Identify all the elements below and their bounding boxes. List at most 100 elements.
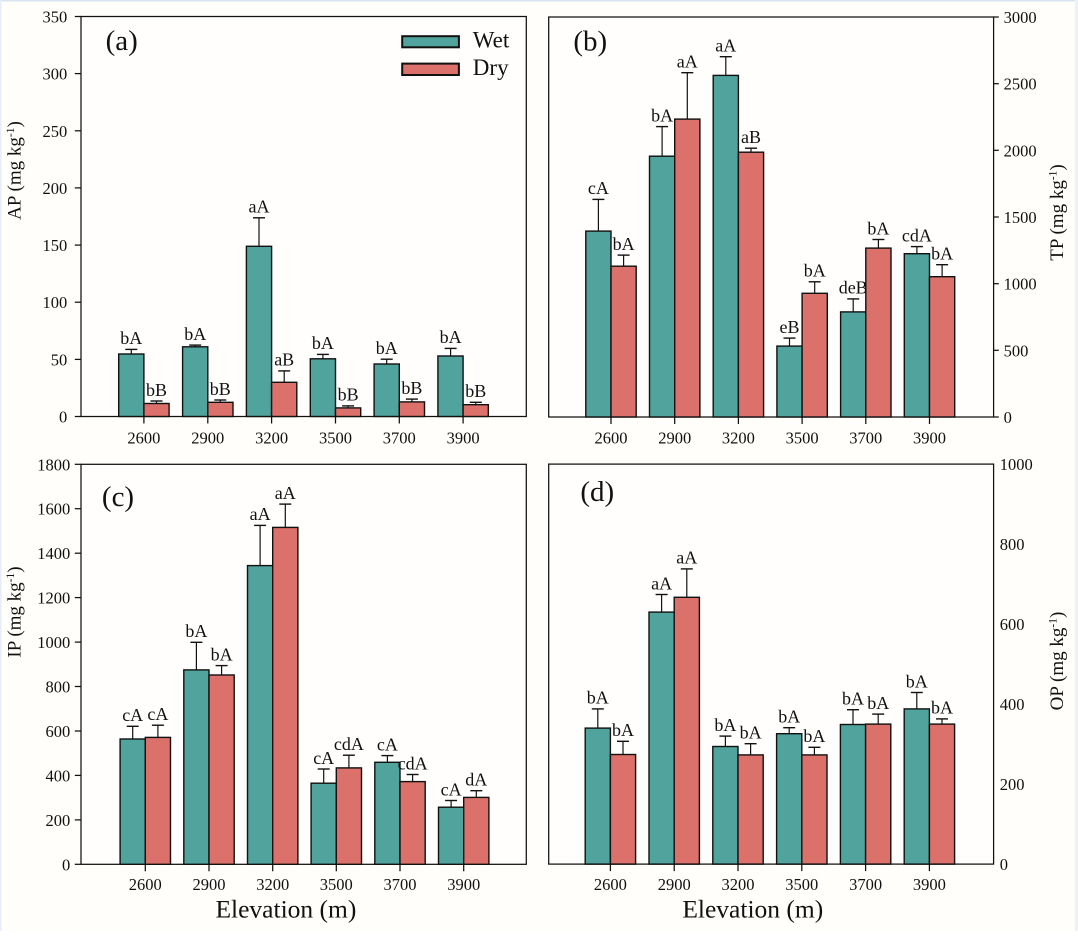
svg-text:1000: 1000 xyxy=(1000,455,1033,474)
svg-text:2000: 2000 xyxy=(1004,141,1037,160)
svg-text:100: 100 xyxy=(43,293,68,312)
svg-text:bA: bA xyxy=(804,261,826,281)
svg-text:bB: bB xyxy=(465,381,486,401)
svg-text:Elevation (m): Elevation (m) xyxy=(682,895,823,924)
svg-text:aA: aA xyxy=(249,197,270,217)
svg-text:bA: bA xyxy=(120,328,142,348)
svg-text:200: 200 xyxy=(43,179,68,198)
svg-text:200: 200 xyxy=(1000,775,1025,794)
svg-text:(d): (d) xyxy=(580,476,614,508)
svg-text:bA: bA xyxy=(440,327,462,347)
svg-text:bA: bA xyxy=(867,693,889,713)
svg-text:Wet: Wet xyxy=(473,28,510,53)
svg-text:3700: 3700 xyxy=(383,428,416,447)
svg-text:cA: cA xyxy=(441,779,462,799)
svg-text:2600: 2600 xyxy=(127,428,160,447)
svg-text:bA: bA xyxy=(587,688,609,708)
svg-text:2500: 2500 xyxy=(1004,75,1037,94)
svg-text:cA: cA xyxy=(377,734,398,754)
svg-text:500: 500 xyxy=(1004,341,1029,360)
svg-text:bA: bA xyxy=(612,720,634,740)
svg-text:250: 250 xyxy=(43,122,68,141)
svg-text:bB: bB xyxy=(338,385,359,405)
svg-text:cA: cA xyxy=(147,704,168,724)
svg-text:300: 300 xyxy=(43,65,68,84)
svg-text:3900: 3900 xyxy=(913,428,946,447)
svg-text:Elevation (m): Elevation (m) xyxy=(215,895,356,924)
svg-text:1000: 1000 xyxy=(1004,275,1037,294)
svg-text:bA: bA xyxy=(714,715,736,735)
svg-text:1400: 1400 xyxy=(37,544,70,563)
svg-text:0: 0 xyxy=(1000,855,1008,874)
svg-text:bB: bB xyxy=(401,378,422,398)
svg-text:aA: aA xyxy=(250,504,271,524)
svg-text:1200: 1200 xyxy=(37,589,70,608)
svg-text:2900: 2900 xyxy=(658,428,691,447)
svg-text:3900: 3900 xyxy=(447,428,480,447)
svg-text:2900: 2900 xyxy=(191,428,224,447)
svg-text:bB: bB xyxy=(210,379,231,399)
svg-text:IP (mg kg-1): IP (mg kg-1) xyxy=(5,566,26,657)
svg-text:200: 200 xyxy=(46,811,71,830)
svg-text:OP (mg kg-1): OP (mg kg-1) xyxy=(1047,612,1068,711)
svg-text:bA: bA xyxy=(312,333,334,353)
svg-text:50: 50 xyxy=(51,350,68,369)
svg-text:aA: aA xyxy=(677,52,698,72)
svg-text:cA: cA xyxy=(313,748,334,768)
svg-text:bB: bB xyxy=(146,380,167,400)
svg-text:3500: 3500 xyxy=(786,428,819,447)
svg-text:3900: 3900 xyxy=(447,875,480,894)
svg-text:dA: dA xyxy=(465,770,487,790)
svg-text:bA: bA xyxy=(778,707,800,727)
svg-text:400: 400 xyxy=(46,766,71,785)
svg-text:bA: bA xyxy=(931,698,953,718)
svg-text:bA: bA xyxy=(651,105,673,125)
svg-text:cA: cA xyxy=(122,705,143,725)
svg-text:bA: bA xyxy=(740,723,762,743)
svg-text:eB: eB xyxy=(780,317,800,337)
svg-text:(a): (a) xyxy=(106,25,138,57)
svg-text:1800: 1800 xyxy=(37,455,70,474)
svg-text:bA: bA xyxy=(185,621,207,641)
svg-text:3200: 3200 xyxy=(722,875,755,894)
svg-text:0: 0 xyxy=(1004,408,1012,427)
svg-text:(b): (b) xyxy=(573,26,607,58)
svg-text:600: 600 xyxy=(1000,615,1025,634)
svg-text:cdA: cdA xyxy=(398,753,428,773)
svg-text:bA: bA xyxy=(842,689,864,709)
svg-text:2600: 2600 xyxy=(129,875,162,894)
svg-text:3200: 3200 xyxy=(256,875,289,894)
svg-text:bA: bA xyxy=(613,234,635,254)
svg-text:3700: 3700 xyxy=(849,428,882,447)
svg-text:3200: 3200 xyxy=(722,428,755,447)
svg-text:2900: 2900 xyxy=(658,875,691,894)
svg-text:AP (mg kg-1): AP (mg kg-1) xyxy=(5,121,26,220)
svg-text:deB: deB xyxy=(839,278,868,298)
svg-text:aA: aA xyxy=(275,483,296,503)
svg-text:cdA: cdA xyxy=(902,225,932,245)
svg-text:TP (mg kg-1): TP (mg kg-1) xyxy=(1047,164,1068,261)
svg-text:(c): (c) xyxy=(102,481,134,513)
svg-text:bA: bA xyxy=(906,671,928,691)
svg-text:800: 800 xyxy=(46,678,71,697)
svg-text:aB: aB xyxy=(274,350,294,370)
svg-text:3200: 3200 xyxy=(255,428,288,447)
svg-text:bA: bA xyxy=(376,338,398,358)
svg-text:aA: aA xyxy=(651,573,672,593)
svg-text:bA: bA xyxy=(211,644,233,664)
svg-text:3000: 3000 xyxy=(1004,8,1037,27)
svg-text:350: 350 xyxy=(43,8,68,27)
svg-text:1000: 1000 xyxy=(37,633,70,652)
svg-text:cdA: cdA xyxy=(334,734,364,754)
svg-text:aA: aA xyxy=(676,548,697,568)
svg-text:1500: 1500 xyxy=(1004,208,1037,227)
svg-text:800: 800 xyxy=(1000,535,1025,554)
svg-text:2900: 2900 xyxy=(193,875,226,894)
svg-text:2600: 2600 xyxy=(595,428,628,447)
svg-text:400: 400 xyxy=(1000,695,1025,714)
svg-text:bA: bA xyxy=(867,218,889,238)
svg-text:3700: 3700 xyxy=(849,875,882,894)
svg-text:0: 0 xyxy=(62,855,70,874)
svg-text:150: 150 xyxy=(43,236,68,255)
svg-text:3700: 3700 xyxy=(384,875,417,894)
